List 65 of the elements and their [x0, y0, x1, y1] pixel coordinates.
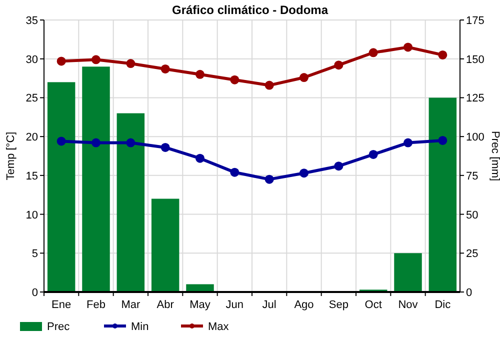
x-tick-label: Sep — [328, 299, 348, 311]
bar — [116, 113, 145, 292]
point — [196, 154, 204, 163]
point — [368, 48, 378, 58]
bar — [82, 66, 110, 292]
x-tick-label: May — [190, 299, 211, 311]
point — [368, 150, 378, 159]
point — [404, 42, 412, 52]
x-tick-label: Ago — [294, 299, 314, 311]
y-axis-title: Temp [°C] — [5, 132, 17, 180]
point — [196, 70, 204, 79]
point — [160, 142, 170, 152]
y-tick-label: 10 — [26, 209, 38, 222]
y-tick-label: 15 — [26, 170, 38, 182]
bar — [151, 198, 180, 292]
point — [160, 64, 170, 74]
y2-tick-label: 75 — [466, 170, 478, 182]
y2-tick-label: 0 — [466, 287, 472, 299]
y-tick-label: 5 — [32, 248, 38, 260]
y2-tick-label: 125 — [466, 92, 484, 105]
bar — [47, 82, 76, 292]
y-tick-label: 20 — [26, 132, 38, 144]
x-tick-label: Jun — [226, 299, 244, 311]
point — [92, 138, 100, 148]
chart-title: Gráfico climático - Dodoma — [172, 3, 328, 17]
y2-tick-label: 150 — [466, 54, 484, 66]
x-tick-label: Dic — [434, 299, 452, 311]
y2-tick-label: 175 — [466, 15, 484, 27]
x-tick-label: Oct — [364, 299, 382, 311]
point — [264, 174, 274, 184]
legend-label: Prec — [47, 321, 70, 333]
point — [300, 73, 308, 82]
point — [438, 136, 448, 145]
x-tick-label: Abr — [156, 299, 174, 311]
legend-label: Max — [208, 321, 230, 333]
point — [126, 59, 136, 68]
bar — [186, 284, 214, 292]
point — [56, 136, 66, 146]
legend-label: Min — [131, 321, 149, 333]
bar — [394, 253, 422, 292]
x-tick-label: Nov — [398, 299, 418, 311]
point — [264, 80, 274, 90]
point — [230, 75, 240, 84]
y-tick-label: 25 — [26, 92, 38, 105]
x-tick-label: Feb — [86, 299, 106, 311]
point — [334, 60, 344, 70]
point — [230, 168, 240, 177]
point — [300, 168, 308, 178]
x-tick-label: Jul — [262, 299, 276, 311]
point — [92, 55, 100, 64]
x-tick-label: Ene — [52, 299, 72, 311]
y2-axis-title: Prec [mm] — [489, 130, 500, 182]
point — [56, 56, 66, 66]
y2-tick-label: 25 — [466, 248, 478, 260]
y-tick-label: 30 — [26, 54, 38, 66]
y2-tick-label: 50 — [466, 209, 478, 222]
bar — [428, 98, 457, 292]
point — [404, 138, 412, 148]
y2-tick-label: 100 — [466, 132, 484, 144]
x-tick-label: Mar — [121, 299, 140, 311]
y-tick-label: 0 — [32, 287, 38, 299]
y-tick-label: 35 — [26, 15, 38, 27]
point — [334, 162, 344, 171]
point — [438, 50, 448, 60]
point — [126, 138, 136, 148]
